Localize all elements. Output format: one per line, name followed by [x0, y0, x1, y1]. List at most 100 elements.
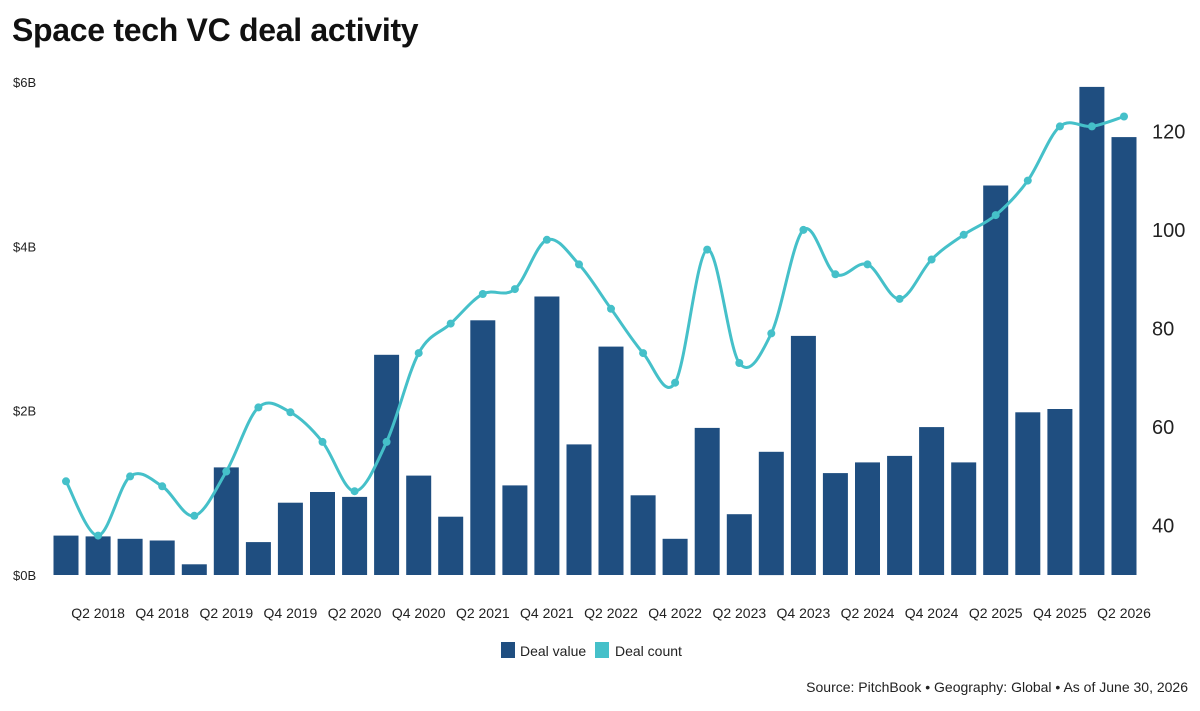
bar-deal-value	[534, 296, 560, 575]
left-tick-label: $0B	[13, 568, 36, 583]
chart-title: Space tech VC deal activity	[12, 12, 419, 48]
left-tick-label: $4B	[13, 239, 36, 254]
x-tick-label: Q2 2020	[328, 605, 382, 621]
bar-deal-value	[85, 536, 111, 575]
bar-deal-value	[662, 538, 688, 575]
right-axis-ticks: 40 60 80 100 120	[1152, 121, 1185, 537]
deal-value-bars	[53, 86, 1137, 576]
point-deal-count	[1055, 122, 1064, 131]
point-deal-count	[703, 245, 712, 254]
bar-deal-value	[983, 185, 1009, 575]
bar-deal-value	[53, 535, 79, 575]
point-deal-count	[671, 378, 680, 387]
deal-count-line	[62, 112, 1128, 540]
point-deal-count	[1120, 112, 1128, 121]
bar-deal-value	[887, 455, 913, 575]
bar-deal-value	[1015, 412, 1041, 575]
point-deal-count	[735, 359, 744, 367]
x-tick-label: Q2 2024	[841, 605, 895, 621]
legend-swatch-deal-value	[501, 642, 515, 658]
left-axis-ticks: $0B $2B $4B $6B	[13, 75, 36, 583]
bar-deal-value	[790, 335, 816, 575]
point-deal-count	[510, 285, 519, 294]
point-deal-count	[895, 294, 904, 303]
bar-deal-value	[855, 462, 880, 575]
point-deal-count	[1087, 122, 1096, 131]
bar-deal-value	[181, 564, 207, 575]
x-tick-label: Q4 2022	[648, 605, 702, 621]
point-deal-count	[318, 437, 327, 446]
bar-deal-value	[694, 427, 720, 575]
bar-deal-value	[822, 473, 848, 575]
bar-deal-value	[470, 320, 496, 575]
point-deal-count	[575, 260, 583, 269]
point-deal-count	[831, 270, 840, 279]
bar-deal-value	[566, 444, 592, 575]
point-deal-count	[863, 260, 872, 269]
left-tick-label: $6B	[13, 75, 36, 90]
point-deal-count	[991, 211, 1000, 220]
right-tick-label: 80	[1152, 319, 1174, 341]
point-deal-count	[639, 349, 648, 358]
point-deal-count	[542, 235, 551, 244]
x-tick-label: Q4 2023	[777, 605, 831, 621]
legend-swatch-deal-count	[595, 642, 609, 658]
x-tick-label: Q2 2023	[712, 605, 766, 621]
point-deal-count	[254, 403, 263, 412]
x-tick-label: Q2 2019	[199, 605, 253, 621]
bar-deal-value	[502, 485, 528, 575]
bar-deal-value	[406, 475, 432, 575]
bar-deal-value	[1079, 86, 1105, 576]
bar-deal-value	[630, 495, 656, 575]
point-deal-count	[414, 349, 423, 358]
legend-label-deal-count: Deal count	[615, 643, 682, 659]
x-tick-label: Q2 2018	[71, 605, 125, 621]
x-tick-label: Q4 2024	[905, 605, 959, 621]
x-tick-label: Q2 2026	[1097, 605, 1151, 621]
x-tick-label: Q4 2021	[520, 605, 574, 621]
bar-deal-value	[726, 514, 752, 575]
x-tick-label: Q4 2019	[264, 605, 318, 621]
bar-deal-value	[117, 538, 143, 575]
bar-deal-value	[245, 542, 271, 575]
point-deal-count	[158, 482, 167, 491]
point-deal-count	[959, 230, 968, 239]
legend-label-deal-value: Deal value	[520, 643, 586, 659]
point-deal-count	[94, 531, 103, 540]
bar-deal-value	[758, 451, 784, 576]
right-tick-label: 40	[1152, 516, 1174, 538]
point-deal-count	[382, 437, 391, 446]
point-deal-count	[607, 304, 615, 313]
x-tick-label: Q2 2022	[584, 605, 638, 621]
point-deal-count	[767, 329, 776, 338]
point-deal-count	[190, 511, 199, 520]
bar-deal-value	[1047, 409, 1073, 575]
bar-deal-value	[598, 346, 624, 575]
bar-deal-value	[310, 492, 335, 575]
point-deal-count	[446, 319, 455, 328]
left-tick-label: $2B	[13, 404, 36, 419]
point-deal-count	[799, 225, 808, 234]
x-tick-label: Q2 2025	[969, 605, 1023, 621]
bar-deal-value	[277, 502, 303, 575]
x-tick-label: Q4 2020	[392, 605, 446, 621]
point-deal-count	[126, 472, 135, 481]
bar-deal-value	[149, 540, 175, 575]
legend: Deal value Deal count	[501, 642, 682, 659]
right-tick-label: 100	[1152, 220, 1185, 242]
x-tick-label: Q4 2025	[1033, 605, 1087, 621]
bar-deal-value	[374, 354, 400, 575]
x-tick-label: Q4 2018	[135, 605, 189, 621]
point-deal-count	[927, 255, 936, 264]
point-deal-count	[350, 487, 359, 496]
bar-deal-value	[438, 516, 464, 575]
bar-deal-value	[342, 496, 368, 575]
right-tick-label: 60	[1152, 417, 1174, 439]
x-tick-label: Q2 2021	[456, 605, 510, 621]
bar-deal-value	[1111, 137, 1137, 575]
point-deal-count	[1023, 176, 1032, 185]
point-deal-count	[222, 467, 231, 476]
bar-deal-value	[919, 427, 945, 575]
bar-deal-value	[951, 462, 977, 575]
